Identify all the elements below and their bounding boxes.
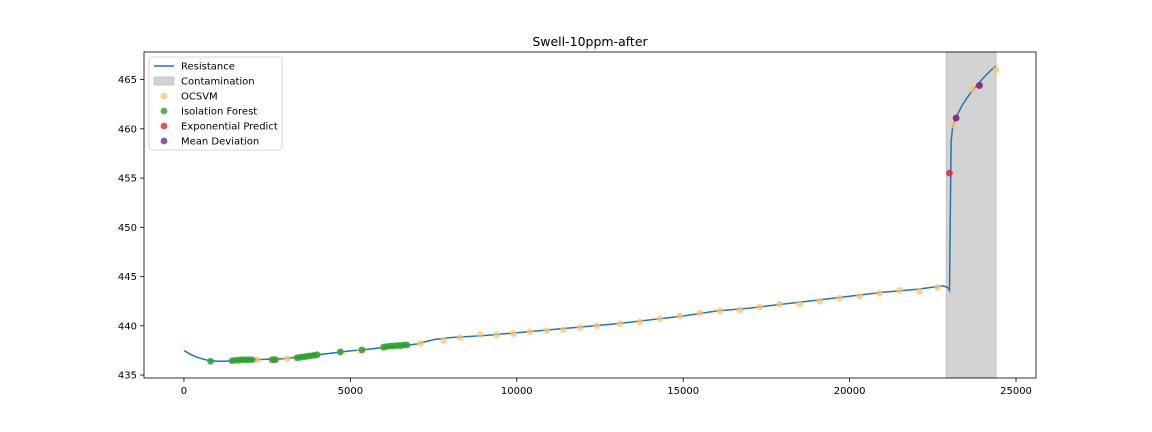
y-axis: 435 440 445 450 455 460 465 (118, 75, 144, 382)
y-tick-label: 460 (118, 124, 137, 135)
ocsvm-point (896, 286, 903, 294)
legend-label-ocsvm: OCSVM (181, 92, 218, 103)
ocsvm-point (816, 297, 824, 305)
ocsvm-point (776, 300, 784, 308)
ocsvm-point (283, 355, 291, 363)
x-tick-label: 0 (181, 386, 187, 397)
legend-label-mean-deviation: Mean Deviation (181, 137, 259, 148)
legend-box (148, 56, 283, 151)
ocsvm-point (510, 330, 517, 338)
legend-swatch-ocsvm (160, 92, 168, 100)
x-tick-label: 20000 (834, 386, 866, 397)
x-tick-label: 5000 (338, 386, 363, 397)
isolation-forest-point (403, 341, 411, 349)
ocsvm-point (616, 320, 624, 328)
x-axis: 0 5000 10000 15000 20000 25000 (181, 378, 1032, 397)
legend-swatch-mean-deviation (160, 137, 168, 145)
x-tick-label: 25000 (1000, 386, 1032, 397)
y-tick-label: 465 (118, 75, 137, 86)
ocsvm-point (836, 294, 844, 302)
legend-swatch-exponential-predict (160, 122, 168, 130)
x-tick-label: 10000 (501, 386, 533, 397)
ocsvm-point (676, 312, 684, 320)
isolation-forest-point (207, 357, 214, 365)
ocsvm-point (969, 86, 977, 93)
legend-swatch-contamination (153, 76, 175, 86)
y-tick-label: 455 (118, 174, 137, 185)
exponential-predict-point (946, 169, 953, 177)
ocsvm-point (526, 328, 534, 336)
contamination-span (945, 51, 997, 379)
ocsvm-point (696, 309, 704, 317)
x-tick-label: 15000 (667, 386, 699, 397)
isolation-forest-point (248, 356, 256, 364)
ocsvm-point (756, 303, 764, 311)
ocsvm-point (949, 121, 957, 129)
chart-title: Swell-10ppm-after (532, 34, 648, 49)
ocsvm-point (934, 283, 942, 291)
isolation-forest-point (313, 351, 321, 359)
ocsvm-point (476, 331, 484, 339)
legend: Resistance Contamination OCSVM Isolation Fo… (148, 56, 283, 151)
isolation-forest-point (358, 346, 366, 354)
ocsvm-point (440, 337, 447, 344)
ocsvm-point (456, 334, 464, 342)
ocsvm-point (716, 307, 724, 315)
ocsvm-point (736, 306, 744, 314)
y-tick-label: 450 (118, 223, 137, 234)
ocsvm-point (656, 315, 664, 323)
mean-deviation-point (952, 114, 960, 122)
ocsvm-point (992, 66, 1000, 74)
ocsvm-point (253, 356, 261, 364)
legend-label-contamination: Contamination (181, 77, 255, 88)
ocsvm-point (543, 327, 551, 335)
ocsvm-point (636, 318, 644, 326)
y-tick-label: 445 (118, 272, 137, 283)
ocsvm-point (576, 324, 584, 332)
legend-label-exponential-predict: Exponential Predict (181, 122, 278, 133)
legend-swatch-isolation-forest (160, 107, 168, 115)
mean-deviation-point (976, 82, 983, 89)
ocsvm-point (493, 331, 501, 339)
ocsvm-point (416, 340, 424, 347)
ocsvm-point (559, 326, 567, 334)
ocsvm-point (593, 322, 601, 330)
isolation-forest-point (272, 356, 279, 364)
ocsvm-point (916, 287, 923, 295)
legend-label-isolation-forest: Isolation Forest (181, 107, 257, 118)
y-tick-label: 440 (118, 321, 137, 332)
ocsvm-point (856, 292, 863, 300)
ocsvm-point (796, 300, 804, 308)
legend-label-resistance: Resistance (181, 62, 235, 73)
plot-area (183, 51, 1000, 379)
isolation-forest-point (336, 348, 344, 356)
y-tick-label: 435 (118, 371, 137, 382)
ocsvm-point (876, 289, 883, 297)
axes-frame (143, 51, 1037, 379)
